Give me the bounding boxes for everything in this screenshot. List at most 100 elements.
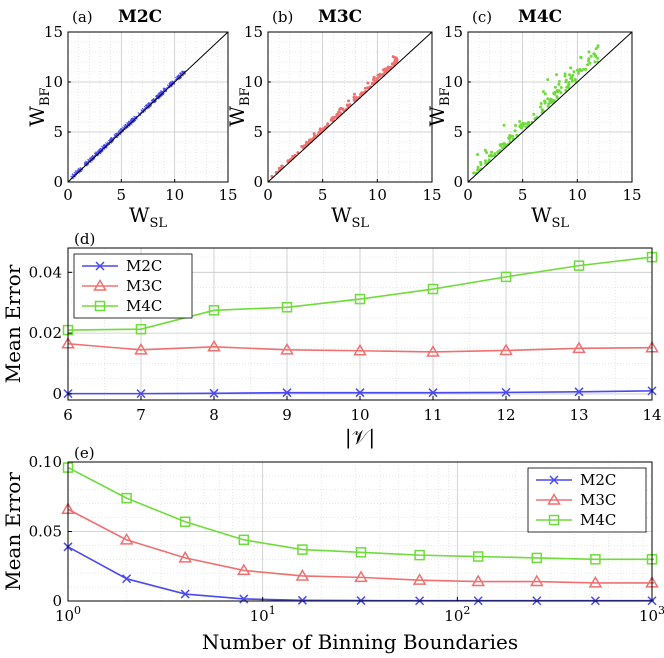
x-tick-label: 13 [569, 406, 588, 424]
scatter-point [577, 69, 581, 73]
scatter-point [156, 94, 161, 99]
scatter-point [364, 86, 368, 90]
scatter-point [563, 72, 567, 76]
scatter-point [579, 69, 583, 73]
y-tick-label: 0 [52, 385, 62, 403]
reference-line [267, 31, 433, 183]
data-marker [178, 550, 193, 563]
scatter-point [586, 63, 590, 67]
data-marker [136, 389, 146, 399]
line-panel-d: 6 7 8 9 10 11 12 13 14 0 0.02 0.04 (d) |𝒱| Mean Error M… [1, 230, 662, 450]
scatter-point [553, 90, 557, 94]
scatter-point [553, 85, 557, 89]
data-marker [548, 514, 560, 526]
data-marker [94, 300, 106, 312]
data-marker [121, 492, 132, 504]
x-tick-label: 10 [350, 406, 369, 424]
x-tick-label: 12 [496, 406, 515, 424]
data-marker [426, 344, 440, 357]
scatter-point [373, 79, 377, 83]
data-marker [180, 589, 190, 599]
data-marker [530, 574, 544, 587]
scatter-point [483, 159, 487, 163]
scatter-point [557, 82, 561, 86]
x-tick-label: 15 [218, 186, 237, 204]
scatter-point [174, 76, 179, 81]
scatter-point [559, 85, 563, 89]
scatter-point [347, 99, 351, 103]
scatter-point [390, 62, 394, 66]
scatter-point [593, 60, 597, 64]
x-tick-label: 10 [165, 186, 184, 204]
scatter-point [579, 55, 583, 59]
data-marker [237, 563, 251, 576]
scatter-point [317, 131, 321, 135]
panel-label: (d) [74, 230, 95, 248]
x-tick-label: 7 [136, 406, 146, 424]
x-tick-label: 6 [63, 406, 73, 424]
legend-label: M3C [126, 277, 162, 295]
scatter-point [596, 56, 600, 60]
plot-frame [467, 31, 633, 183]
scatter-point [508, 134, 512, 138]
scatter-point [145, 104, 149, 109]
y-tick-label: 15 [44, 23, 63, 41]
series-line-m2c [67, 546, 655, 602]
data-marker [238, 534, 250, 546]
scatter-point [381, 73, 385, 77]
scatter-point [382, 68, 386, 72]
y-tick-label: 0.02 [29, 324, 62, 342]
scatter-point [564, 80, 568, 84]
scatter-point [124, 123, 129, 128]
y-tick-label: 5 [453, 123, 463, 141]
x-tick-label: 5 [518, 186, 528, 204]
data-marker [208, 305, 220, 316]
y-axis-label: WBF [225, 87, 253, 126]
scatter-point [572, 70, 576, 74]
panel-label: (a) [72, 8, 93, 26]
y-axis-label: Mean Error [1, 264, 25, 383]
scatter-point [372, 76, 376, 80]
y-tick-label: 0 [52, 592, 62, 610]
scatter-point [370, 82, 374, 86]
scatter-point [492, 154, 496, 158]
scatter-point [346, 104, 350, 108]
data-marker [353, 343, 367, 356]
scatter-point [563, 74, 567, 78]
data-marker [354, 570, 368, 583]
scatter-point [386, 65, 390, 69]
scatter-point [331, 118, 335, 122]
line-panel-e: 100 101 102 103 0 0.05 0.10 (e) Number of Binnin… [1, 444, 664, 654]
data-marker [428, 388, 438, 398]
legend-label: M3C [580, 491, 616, 509]
scatter-point [587, 57, 591, 61]
scatter-point [119, 128, 124, 133]
scatter-point [110, 137, 115, 142]
scatter-point [355, 96, 359, 100]
y-axis-label: WBF [25, 87, 53, 126]
series-line-m4c [67, 466, 655, 561]
scatter-point [280, 164, 284, 168]
scatter-point [565, 85, 569, 89]
scatter-point [587, 59, 591, 63]
data-marker [179, 516, 191, 528]
scatter-point [555, 96, 559, 100]
data-marker [547, 493, 561, 505]
data-marker [501, 387, 511, 397]
legend-label: M4C [580, 511, 616, 529]
data-marker [93, 279, 107, 291]
scatter-point [546, 78, 550, 82]
data-marker [297, 544, 308, 555]
scatter-point [526, 122, 530, 126]
scatter-point [523, 122, 527, 126]
scatter-point [546, 104, 550, 108]
scatter-point [375, 77, 379, 81]
panel-label: (e) [74, 444, 95, 462]
scatter-point [555, 89, 559, 93]
x-tick-label: 9 [282, 406, 292, 424]
x-tick-label: 0 [263, 186, 273, 204]
scatter-point [570, 79, 574, 83]
scatter-point [541, 90, 545, 94]
scatter-point [166, 84, 171, 89]
scatter-point [576, 71, 580, 75]
